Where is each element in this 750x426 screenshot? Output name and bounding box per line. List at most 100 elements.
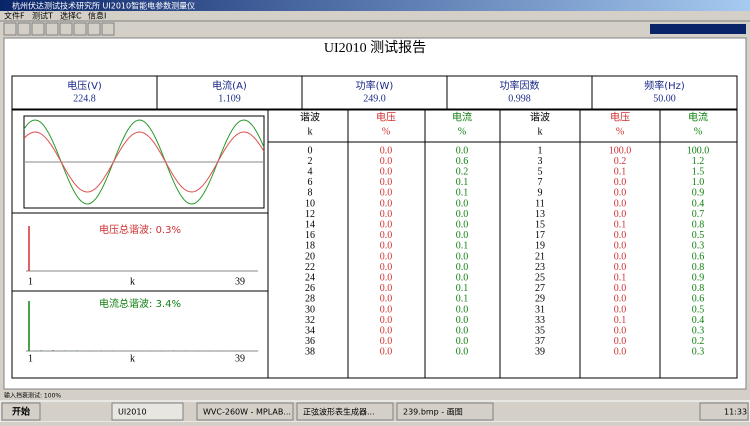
menu-item[interactable]: 选择C xyxy=(60,11,82,21)
table-cell: 10 xyxy=(305,198,315,209)
start-label: 开始 xyxy=(12,406,30,418)
tool-button[interactable] xyxy=(73,22,87,36)
table-cell: 36 xyxy=(305,336,315,347)
table-cell: 0.0 xyxy=(614,325,627,336)
task-button[interactable] xyxy=(111,402,184,421)
table-cell: 14 xyxy=(305,219,315,230)
table-cell: 0.0 xyxy=(380,241,393,252)
table-cell: 0.2 xyxy=(692,336,705,347)
tool-button[interactable] xyxy=(101,22,115,36)
axis-label: 39 xyxy=(235,276,245,287)
table-cell: 17 xyxy=(535,230,545,241)
table-cell: 5 xyxy=(538,166,543,177)
table-cell: 0.8 xyxy=(692,283,705,294)
current-thd: 电流总谐波: 3.4% xyxy=(99,297,181,310)
table-header: k xyxy=(308,126,313,137)
table-cell: 0.0 xyxy=(380,304,393,315)
menu-item[interactable]: 信息I xyxy=(88,11,106,21)
tool-button[interactable] xyxy=(87,22,101,36)
measure-box xyxy=(11,75,738,110)
table-cell: 0.0 xyxy=(380,347,393,358)
table-cell: 0.0 xyxy=(380,283,393,294)
table-cell: 32 xyxy=(305,315,315,326)
tool-button[interactable] xyxy=(45,22,59,36)
table-cell: 38 xyxy=(305,347,315,358)
table-cell: 13 xyxy=(535,209,545,220)
table-cell: 0.1 xyxy=(614,219,627,230)
table-cell: 0.0 xyxy=(380,251,393,262)
table-cell: 0.3 xyxy=(692,325,705,336)
task-button[interactable] xyxy=(196,402,294,421)
table-header: 谐波 xyxy=(530,110,550,123)
measure-label: 电压(V) xyxy=(67,79,102,92)
table-cell: 23 xyxy=(535,262,545,273)
measure-label: 电流(A) xyxy=(212,79,247,92)
table-cell: 4 xyxy=(308,166,313,177)
table-header: 电压 xyxy=(376,110,396,123)
table-cell: 0.2 xyxy=(456,166,469,177)
table-cell: 33 xyxy=(535,315,545,326)
table-cell: 0.5 xyxy=(692,304,705,315)
table-cell: 15 xyxy=(535,219,545,230)
menu-item[interactable]: 文件F xyxy=(4,11,25,21)
tool-button[interactable] xyxy=(59,22,73,36)
tray xyxy=(699,402,749,421)
table-cell: 0.0 xyxy=(456,145,469,156)
table-cell: 6 xyxy=(308,177,313,188)
table-cell: 19 xyxy=(535,241,545,252)
table-cell: 0.3 xyxy=(692,241,705,252)
axis-label: 39 xyxy=(235,353,245,364)
table-cell: 0.1 xyxy=(456,177,469,188)
table-cell: 0.0 xyxy=(614,251,627,262)
measure-value: 249.0 xyxy=(363,93,386,104)
task-label: 正弦波形表生成器... xyxy=(303,407,375,417)
table-cell: 0.9 xyxy=(692,188,705,199)
table-header: % xyxy=(382,126,390,137)
axis-label: k xyxy=(130,353,135,364)
measure-value: 50.00 xyxy=(653,93,676,104)
table-cell: 0.1 xyxy=(614,272,627,283)
table-cell: 0.0 xyxy=(614,283,627,294)
table-cell: 0.0 xyxy=(614,294,627,305)
table-cell: 0.0 xyxy=(380,262,393,273)
table-cell: 22 xyxy=(305,262,315,273)
table-cell: 0.6 xyxy=(692,251,705,262)
axis-label: 1 xyxy=(28,276,33,287)
voltage-wave xyxy=(23,119,265,205)
table-header: 电流 xyxy=(452,110,472,123)
table-cell: 0.0 xyxy=(380,219,393,230)
menu-item[interactable]: 测试T xyxy=(32,11,53,21)
table-cell: 0.3 xyxy=(692,347,705,358)
task-button[interactable] xyxy=(396,402,494,421)
table-cell: 0.6 xyxy=(456,156,469,167)
table-cell: 0.0 xyxy=(380,315,393,326)
table-header: 谐波 xyxy=(300,110,320,123)
table-cell: 1.0 xyxy=(692,177,705,188)
table-cell: 0.0 xyxy=(614,198,627,209)
tool-button[interactable] xyxy=(31,22,45,36)
table-cell: 0.0 xyxy=(456,251,469,262)
table-cell: 0.0 xyxy=(614,347,627,358)
measure-value: 0.998 xyxy=(508,93,531,104)
table-cell: 0.0 xyxy=(456,198,469,209)
table-cell: 0.4 xyxy=(692,315,705,326)
table-cell: 0.0 xyxy=(614,209,627,220)
table-cell: 26 xyxy=(305,283,315,294)
task-button[interactable] xyxy=(296,402,394,421)
title-bar xyxy=(0,0,750,11)
table-cell: 0.1 xyxy=(456,241,469,252)
table-header: k xyxy=(538,126,543,137)
table-header: 电流 xyxy=(688,110,708,123)
table-cell: 27 xyxy=(535,283,545,294)
table-header: % xyxy=(616,126,624,137)
table-cell: 9 xyxy=(538,188,543,199)
table-cell: 11 xyxy=(535,198,545,209)
start-button[interactable] xyxy=(1,402,41,421)
table-cell: 35 xyxy=(535,325,545,336)
table-cell: 0.0 xyxy=(380,145,393,156)
tool-button[interactable] xyxy=(3,22,17,36)
table-cell: 30 xyxy=(305,304,315,315)
table-cell: 0.0 xyxy=(456,347,469,358)
tool-button[interactable] xyxy=(17,22,31,36)
